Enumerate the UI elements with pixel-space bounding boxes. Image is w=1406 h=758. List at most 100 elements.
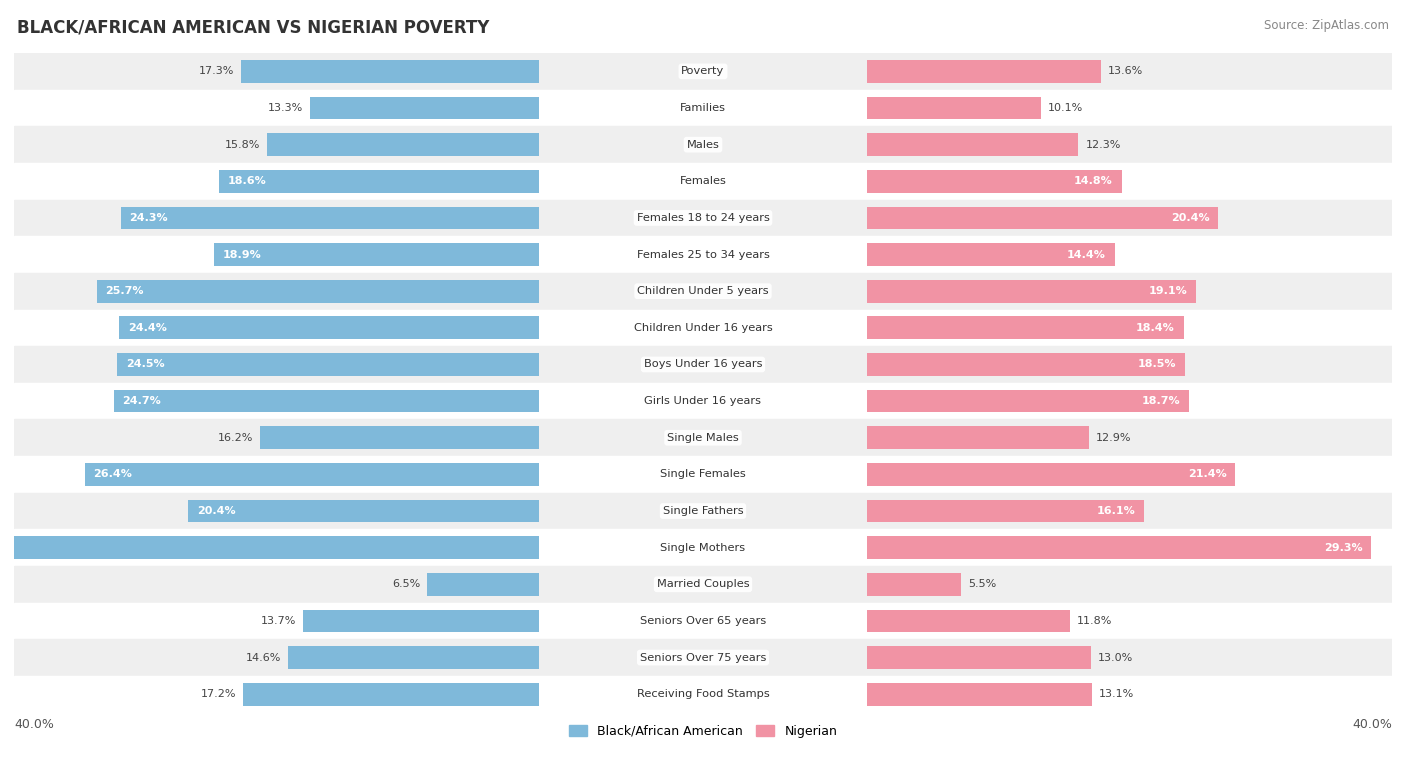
Text: Seniors Over 65 years: Seniors Over 65 years bbox=[640, 616, 766, 626]
Text: BLACK/AFRICAN AMERICAN VS NIGERIAN POVERTY: BLACK/AFRICAN AMERICAN VS NIGERIAN POVER… bbox=[17, 19, 489, 37]
Bar bbox=[120, 317, 540, 339]
Text: Single Fathers: Single Fathers bbox=[662, 506, 744, 516]
Bar bbox=[14, 199, 1392, 236]
Text: Source: ZipAtlas.com: Source: ZipAtlas.com bbox=[1264, 19, 1389, 32]
Text: Receiving Food Stamps: Receiving Food Stamps bbox=[637, 689, 769, 699]
Bar bbox=[866, 97, 1040, 119]
Text: 13.7%: 13.7% bbox=[262, 616, 297, 626]
Text: Males: Males bbox=[686, 139, 720, 149]
Bar bbox=[14, 346, 1392, 383]
Bar bbox=[97, 280, 540, 302]
Bar bbox=[14, 383, 1392, 419]
Bar bbox=[84, 463, 540, 486]
Text: 17.2%: 17.2% bbox=[201, 689, 236, 699]
Text: 6.5%: 6.5% bbox=[392, 579, 420, 589]
Bar bbox=[14, 639, 1392, 676]
Bar bbox=[866, 390, 1188, 412]
Bar bbox=[117, 353, 540, 376]
Text: 13.6%: 13.6% bbox=[1108, 67, 1143, 77]
Bar bbox=[304, 609, 540, 632]
Bar bbox=[243, 683, 540, 706]
Text: 18.4%: 18.4% bbox=[1136, 323, 1175, 333]
Bar bbox=[866, 133, 1078, 156]
Text: Seniors Over 75 years: Seniors Over 75 years bbox=[640, 653, 766, 662]
Text: 29.3%: 29.3% bbox=[1324, 543, 1362, 553]
Text: Families: Families bbox=[681, 103, 725, 113]
Text: 14.4%: 14.4% bbox=[1067, 249, 1107, 259]
Text: Single Males: Single Males bbox=[666, 433, 740, 443]
Text: 24.4%: 24.4% bbox=[128, 323, 166, 333]
Bar bbox=[866, 207, 1218, 229]
Bar bbox=[14, 419, 1392, 456]
Bar bbox=[866, 537, 1371, 559]
Text: 40.0%: 40.0% bbox=[14, 718, 53, 731]
Text: 14.8%: 14.8% bbox=[1074, 177, 1114, 186]
Bar bbox=[866, 647, 1091, 669]
Bar bbox=[866, 280, 1195, 302]
Bar bbox=[14, 309, 1392, 346]
Text: 40.0%: 40.0% bbox=[1353, 718, 1392, 731]
Bar bbox=[427, 573, 540, 596]
Bar bbox=[188, 500, 540, 522]
Legend: Black/African American, Nigerian: Black/African American, Nigerian bbox=[564, 719, 842, 743]
Text: Girls Under 16 years: Girls Under 16 years bbox=[644, 396, 762, 406]
Text: Poverty: Poverty bbox=[682, 67, 724, 77]
Text: 13.3%: 13.3% bbox=[269, 103, 304, 113]
Text: Boys Under 16 years: Boys Under 16 years bbox=[644, 359, 762, 369]
Text: 16.2%: 16.2% bbox=[218, 433, 253, 443]
Bar bbox=[288, 647, 540, 669]
Text: 24.3%: 24.3% bbox=[129, 213, 169, 223]
Text: 20.4%: 20.4% bbox=[197, 506, 235, 516]
Text: 18.9%: 18.9% bbox=[222, 249, 262, 259]
Text: 24.5%: 24.5% bbox=[127, 359, 165, 369]
Bar bbox=[14, 603, 1392, 639]
Bar bbox=[267, 133, 540, 156]
Bar bbox=[14, 493, 1392, 529]
Bar bbox=[866, 317, 1184, 339]
Bar bbox=[219, 170, 540, 193]
Bar bbox=[260, 427, 540, 449]
Bar bbox=[14, 676, 1392, 713]
Bar bbox=[866, 500, 1144, 522]
Text: 18.7%: 18.7% bbox=[1142, 396, 1180, 406]
Bar bbox=[0, 537, 540, 559]
Text: 19.1%: 19.1% bbox=[1149, 287, 1187, 296]
Bar bbox=[866, 573, 962, 596]
Bar bbox=[14, 456, 1392, 493]
Text: Females 25 to 34 years: Females 25 to 34 years bbox=[637, 249, 769, 259]
Bar bbox=[866, 170, 1122, 193]
Text: 16.1%: 16.1% bbox=[1097, 506, 1135, 516]
Bar bbox=[121, 207, 540, 229]
Text: 11.8%: 11.8% bbox=[1077, 616, 1112, 626]
Text: 13.1%: 13.1% bbox=[1099, 689, 1135, 699]
Text: 5.5%: 5.5% bbox=[969, 579, 997, 589]
Text: 21.4%: 21.4% bbox=[1188, 469, 1226, 479]
Text: Females: Females bbox=[679, 177, 727, 186]
Bar bbox=[14, 566, 1392, 603]
Bar bbox=[14, 53, 1392, 89]
Bar bbox=[14, 89, 1392, 127]
Text: Single Mothers: Single Mothers bbox=[661, 543, 745, 553]
Text: 15.8%: 15.8% bbox=[225, 139, 260, 149]
Text: 14.6%: 14.6% bbox=[246, 653, 281, 662]
Bar bbox=[311, 97, 540, 119]
Bar bbox=[242, 60, 540, 83]
Text: Married Couples: Married Couples bbox=[657, 579, 749, 589]
Text: 18.6%: 18.6% bbox=[228, 177, 266, 186]
Text: 12.3%: 12.3% bbox=[1085, 139, 1121, 149]
Text: Single Females: Single Females bbox=[661, 469, 745, 479]
Bar bbox=[14, 163, 1392, 199]
Bar bbox=[866, 683, 1092, 706]
Bar bbox=[14, 529, 1392, 566]
Bar bbox=[866, 609, 1070, 632]
Text: Females 18 to 24 years: Females 18 to 24 years bbox=[637, 213, 769, 223]
Text: 26.4%: 26.4% bbox=[93, 469, 132, 479]
Text: 25.7%: 25.7% bbox=[105, 287, 143, 296]
Bar bbox=[114, 390, 540, 412]
Text: 17.3%: 17.3% bbox=[200, 67, 235, 77]
Bar bbox=[866, 353, 1185, 376]
Text: 20.4%: 20.4% bbox=[1171, 213, 1209, 223]
Bar bbox=[866, 60, 1101, 83]
Bar bbox=[14, 273, 1392, 309]
Text: Children Under 5 years: Children Under 5 years bbox=[637, 287, 769, 296]
